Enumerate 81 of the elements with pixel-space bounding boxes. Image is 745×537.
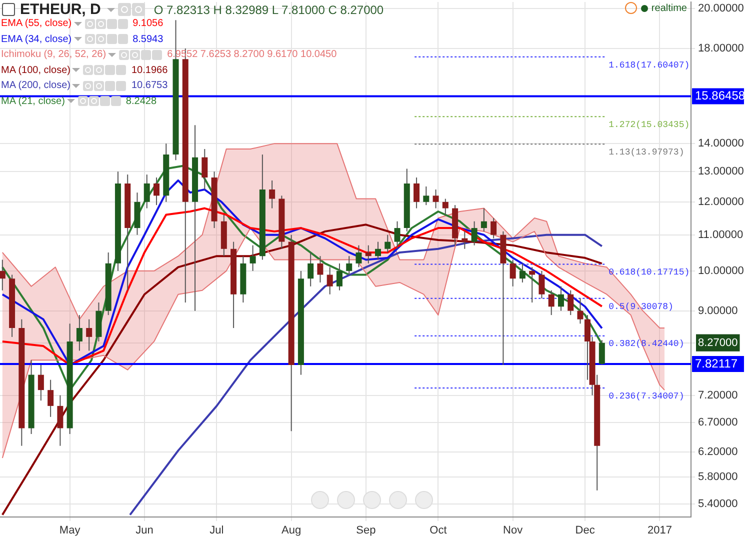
candlestick	[471, 220, 478, 246]
candlestick	[86, 318, 92, 352]
x-tick-label: 2017	[647, 524, 672, 537]
candlestick	[336, 262, 342, 291]
y-tick-label: 5.80000	[698, 471, 738, 484]
candlestick	[394, 220, 400, 250]
candlestick	[154, 176, 160, 206]
candlestick	[568, 290, 574, 316]
candlestick	[598, 340, 605, 365]
x-tick-label: Jul	[210, 524, 224, 537]
chart-title: ETHEUR, D	[20, 1, 101, 18]
x-tick-label: Nov	[503, 524, 524, 537]
candlestick	[538, 270, 545, 299]
x-tick-label: Dec	[575, 524, 596, 537]
x-tick-label: May	[59, 524, 81, 537]
text: Ichimoku (9, 26, 52, 26)	[1, 49, 106, 60]
candlestick	[144, 174, 150, 209]
y-tick-label: 11.00000	[698, 228, 744, 241]
ref-line-label: 1.272(15.03435)	[608, 120, 690, 130]
candlestick	[577, 298, 584, 324]
y-tick-label: 14.00000	[698, 138, 744, 150]
text: EMA (55, close)	[1, 18, 72, 30]
candlestick	[519, 262, 526, 283]
candlestick	[375, 241, 382, 260]
candlestick	[326, 266, 333, 295]
annotation: O 7.82313 H 8.32989 L 7.81000 C 8.27000	[154, 2, 384, 16]
annotation: 10.1966	[131, 64, 168, 76]
x-tick-label: Oct	[430, 524, 447, 537]
candlestick	[548, 290, 554, 316]
candlestick	[423, 186, 430, 206]
ref-line-label: 0.236(7.34007)	[608, 391, 684, 402]
y-tick-label: 6.20000	[698, 446, 738, 458]
annotation: 9.1056	[132, 18, 164, 30]
candlestick	[432, 189, 439, 209]
candlestick	[317, 256, 324, 283]
candlestick	[529, 266, 536, 303]
candlestick	[365, 244, 372, 264]
candlestick	[442, 198, 448, 216]
text: MA (21, close)	[1, 96, 65, 107]
y-tick-label: 7.20000	[698, 389, 738, 402]
candlestick	[202, 148, 208, 190]
y-tick-label: 8.27000	[698, 336, 738, 349]
candlestick	[38, 364, 44, 402]
candlestick	[480, 208, 487, 232]
y-tick-label: 6.70000	[698, 416, 738, 429]
candlestick	[346, 256, 352, 276]
candlestick	[48, 379, 54, 418]
ref-line-label: 7.82117	[695, 356, 738, 370]
candlestick	[76, 314, 82, 352]
x-tick-label: Jun	[136, 524, 154, 537]
annotation: 10.6753	[131, 80, 168, 92]
x-tick-label: Sep	[356, 524, 376, 537]
y-tick-label: 12.00000	[698, 196, 744, 208]
y-tick-label: 18.00000	[698, 42, 744, 54]
y-tick-label: 20.00000	[698, 2, 744, 15]
annotation: 8.2428	[126, 96, 157, 107]
candlestick	[462, 230, 468, 250]
candlestick	[0, 259, 6, 291]
y-tick-label: 10.00000	[698, 264, 744, 277]
candlestick	[308, 252, 314, 287]
ref-line-label: 1.13(13.97973)	[608, 148, 684, 158]
text: MA (200, close)	[1, 80, 70, 92]
candlestick	[356, 244, 362, 268]
candlestick	[384, 234, 391, 253]
annotation: 8.5943	[132, 34, 164, 45]
text: EMA (34, close)	[1, 34, 72, 45]
ref-line-label: 1.618(17.60407)	[608, 60, 690, 70]
candlestick	[510, 259, 516, 287]
y-tick-label: 13.00000	[698, 166, 744, 178]
candlestick	[490, 218, 497, 239]
candlestick	[269, 180, 276, 209]
candlestick	[558, 286, 564, 312]
candlestick	[250, 244, 256, 272]
y-tick-label: 9.00000	[698, 304, 738, 317]
y-tick-label: 5.40000	[698, 498, 738, 510]
annotation: realtime	[651, 2, 687, 14]
candlestick	[57, 394, 64, 446]
candlestick	[414, 176, 420, 209]
text: MA (100, close)	[1, 64, 70, 76]
x-tick-label: Aug	[282, 524, 302, 537]
ref-line-label: 15.86458	[695, 88, 745, 103]
